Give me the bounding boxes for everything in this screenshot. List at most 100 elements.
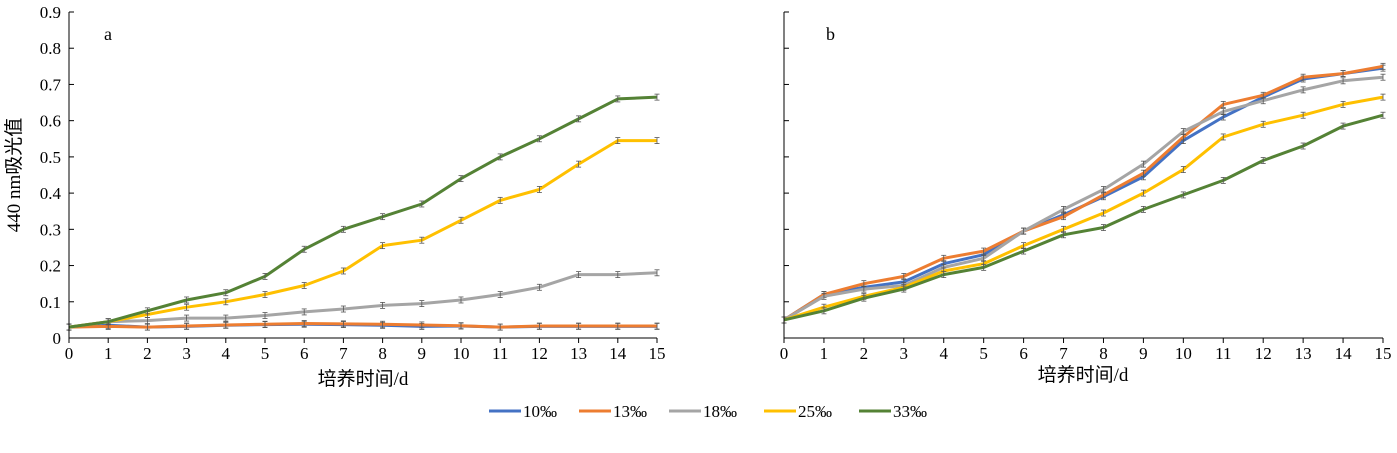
panel-a-error-bar [497,323,503,331]
panel-a-x-tick-label: 2 [143,344,152,363]
panel-a-error-bar [380,320,386,328]
panel-a-error-bar [458,216,464,224]
panel-a-error-bar [340,267,346,275]
panel-b-x-tick-label: 7 [1059,344,1068,363]
panel-a-error-bar [262,312,268,319]
panel-a-error-bar [654,137,660,144]
panel-a-error-bar [536,283,542,291]
panel-b-x-tick-label: 3 [900,344,909,363]
panel-a-error-bar [301,245,307,253]
panel-b-error-bar [1260,97,1266,105]
panel-a-error-bar [654,93,660,101]
panel-b-error-bar [1300,86,1306,94]
panel-a-y-tick-label: 0.3 [40,220,61,239]
panel-a-error-bar [576,160,582,168]
panel-b-error-bar [1100,209,1106,217]
panel-a-error-bar [536,322,542,330]
panel-b-error-bar [1340,70,1346,77]
panel-b-series-line [783,95,1384,322]
panel-a-error-bar [536,186,542,193]
panel-a-series-line [68,139,657,329]
panel-a-x-tick-label: 13 [570,344,587,363]
panel-a-y-ticks: 0 0.1 0.2 0.3 0.4 0.5 0.6 0.7 0.8 0.9 [40,3,74,348]
panel-a-x-tick-label: 4 [222,344,231,363]
panel-b-error-bar [1021,227,1027,235]
panel-a-y-tick-label: 0.1 [40,293,61,312]
panel-b-error-bar [821,307,827,315]
panel-a-x-tick-label: 11 [492,344,508,363]
panel-b-error-bar [1061,231,1067,239]
panel-b-error-bar [1180,128,1186,135]
panel-a-error-bar [497,153,503,161]
panel-b-error-bar [1220,100,1226,108]
panel-a-label: a [104,24,112,44]
panel-a-error-bar [419,321,425,329]
panel-a-error-bar [419,300,425,307]
panel-a-error-bar [654,322,660,330]
panel-a-series-line [68,271,658,329]
panel-a-x-tick-label: 1 [104,344,113,363]
chart-panel-a: 0 1 2 3 4 5 6 7 8 9 10 11 12 13 14 15 00.10.20.30.40.50… [3,3,666,390]
panel-b-error-bar [1180,166,1186,173]
panel-b-error-bar [1380,111,1386,119]
panel-b-x-tick-label: 13 [1295,344,1312,363]
panel-b-error-bar [1220,133,1226,141]
panel-b-error-bar [1140,160,1146,168]
panel-a-error-bar [419,200,425,208]
panel-a-x-tick-label: 14 [609,344,627,363]
panel-a-error-bar [223,314,229,322]
legend-label: 33‰ [893,402,927,421]
panel-a-error-bar [615,322,621,330]
panel-a-error-bar [262,320,268,328]
panel-a-error-bar [615,271,621,279]
panel-a-error-bar [223,321,229,329]
panel-b-x-tick-label: 14 [1335,344,1353,363]
panel-b-error-bar [1300,111,1306,119]
legend-label: 10‰ [523,402,557,421]
panel-b-error-bar [1220,108,1226,116]
panel-b-error-bar [1140,189,1146,197]
panel-b-error-bar [1380,73,1386,81]
panel-a-error-bar [144,323,150,331]
panel-b-error-bar [981,247,987,255]
panel-a-error-bar [497,196,503,204]
panel-a-y-tick-label: 0.9 [40,3,61,22]
panel-b-x-tick-label: 5 [979,344,988,363]
panel-a-x-tick-label: 3 [182,344,191,363]
panel-b-error-bar [1340,122,1346,130]
panel-a-x-tick-label: 7 [339,344,348,363]
panel-b-x-tick-label: 0 [780,344,789,363]
panel-a-error-bar [184,303,190,311]
panel-a-x-tick-label: 8 [378,344,387,363]
panel-b-error-bar [941,254,947,262]
panel-b-error-bar [1140,206,1146,213]
panel-a-error-bar [380,301,386,309]
panel-b-x-ticks: 0 1 2 3 4 5 6 7 8 9 10 11 12 13 14 15 [780,338,1392,363]
panel-a-error-bar [262,273,268,280]
panel-a-x-tick-label: 9 [418,344,427,363]
panel-b-error-bar [901,285,907,293]
panel-b-x-tick-label: 12 [1255,344,1272,363]
panel-b-x-tick-label: 6 [1019,344,1028,363]
panel-b-error-bar [1340,77,1346,85]
panel-b-error-bar [1220,177,1226,184]
panel-a-error-bar [380,242,386,250]
panel-a-error-bar [105,318,111,326]
chart-panel-b: 0 1 2 3 4 5 6 7 8 9 10 11 12 13 14 15 b 培养时间/d [780,11,1392,386]
panel-a-series-line [68,322,657,329]
panel-a-error-bar [340,225,346,233]
panel-b-x-tick-label: 11 [1215,344,1231,363]
panel-a-x-tick-label: 6 [300,344,309,363]
panel-a-series [66,93,660,331]
panel-a-error-bar [458,322,464,330]
panel-a-error-bar [301,320,307,327]
panel-a-y-tick-label: 0.6 [40,112,61,131]
panel-b-error-bar [861,285,867,293]
panel-b-error-bar [1061,213,1067,221]
panel-a-x-ticks: 0 1 2 3 4 5 6 7 8 9 10 11 12 13 14 15 [65,338,666,363]
panel-a-error-bar [419,236,425,244]
panel-a-error-bar [654,269,660,277]
panel-a-y-tick-label: 0 [53,329,62,348]
panel-b-x-tick-label: 9 [1139,344,1148,363]
